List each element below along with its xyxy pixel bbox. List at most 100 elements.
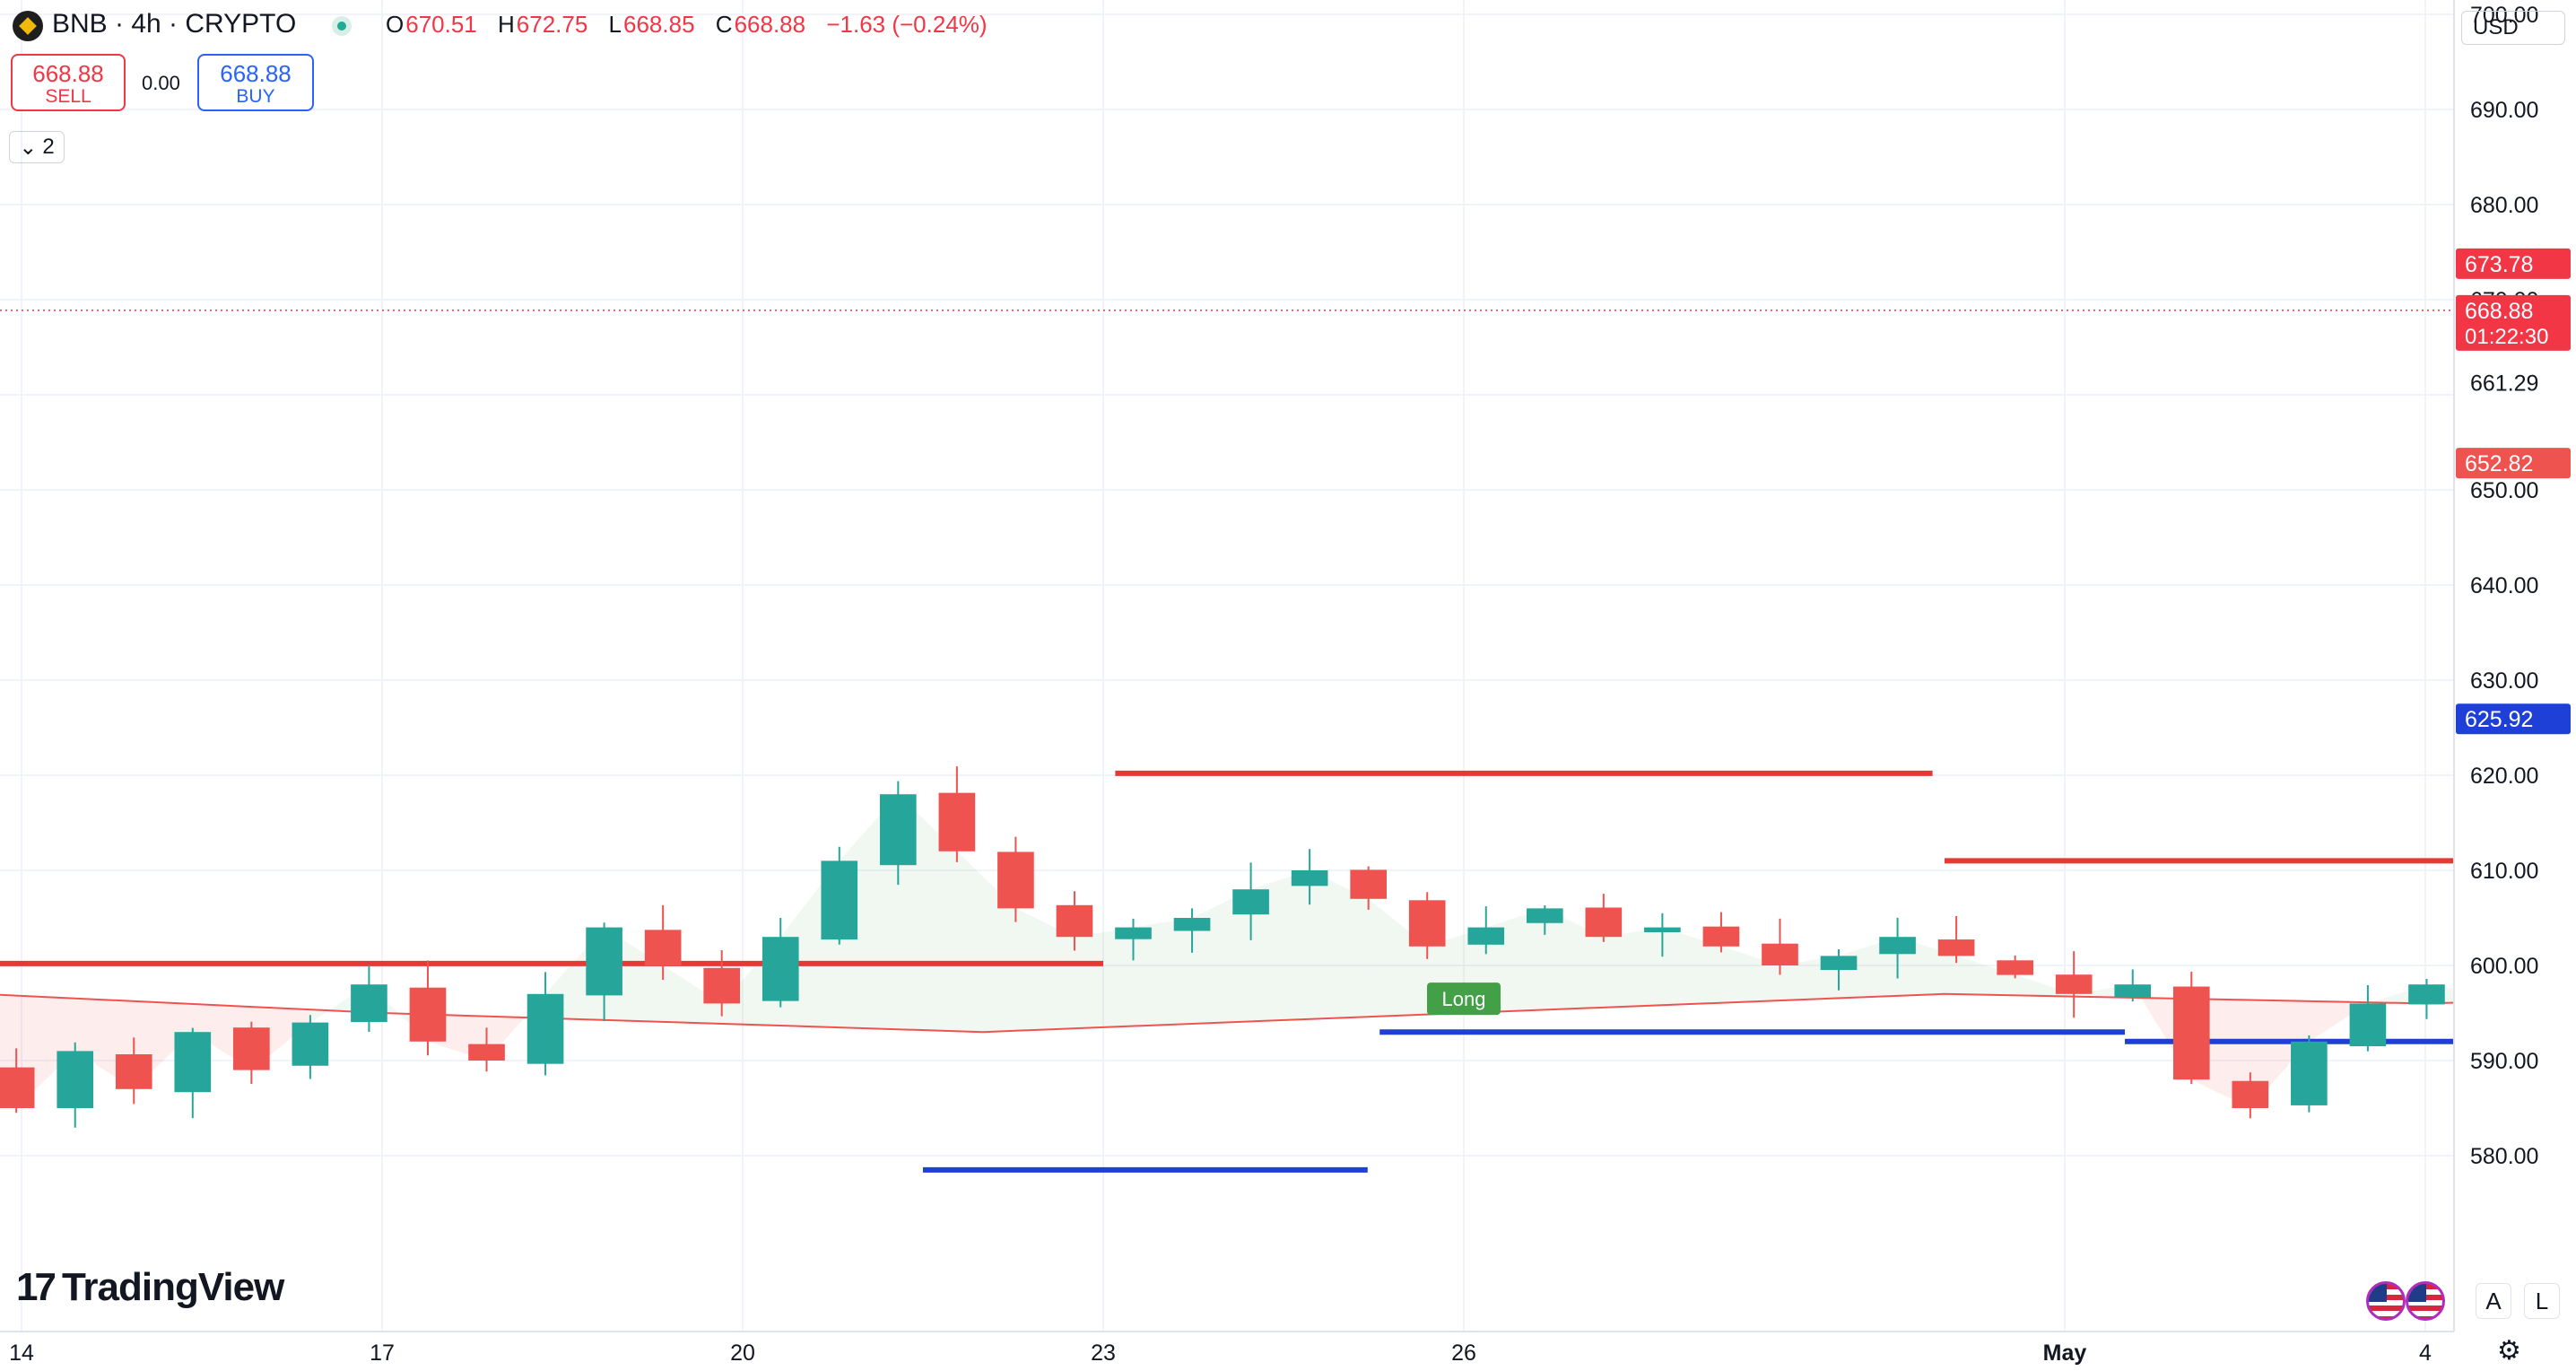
ohlc-high-key: H	[498, 11, 515, 38]
ma200-line	[0, 992, 2576, 1034]
candle-body	[1997, 960, 2033, 975]
buy-label: BUY	[236, 86, 275, 107]
candle-body	[2408, 984, 2445, 1005]
price-tick-label: 650.00	[2470, 478, 2538, 503]
candlestick-series	[0, 766, 2563, 1128]
candle-body	[292, 1022, 329, 1066]
candle-body	[2172, 986, 2210, 1080]
candle-body	[880, 794, 917, 866]
tradingview-logo-text: TradingView	[61, 1265, 284, 1309]
price-label-box	[2456, 294, 2571, 351]
symbol-title[interactable]: BNB · 4h · CRYPTO	[52, 9, 297, 39]
time-axis-bg	[0, 1332, 2454, 1371]
time-tick-label: 26	[1451, 1340, 1476, 1366]
log-scale-button[interactable]: L	[2524, 1283, 2560, 1319]
candle-body	[1820, 956, 1858, 971]
spread-value: 0.00	[142, 72, 180, 94]
candle-body	[468, 1044, 505, 1061]
price-tick-label: 700.00	[2470, 3, 2538, 28]
candle-body	[1937, 939, 1975, 956]
badge-label: Long	[1442, 988, 1486, 1010]
candle-body	[703, 967, 741, 1004]
candle-body	[997, 851, 1034, 909]
sell-price: 668.88	[32, 60, 104, 87]
candle-body	[115, 1054, 152, 1089]
support-resistance-levels	[0, 770, 2576, 1173]
candle-body	[586, 927, 622, 996]
indicators-count: 2	[42, 135, 55, 159]
time-tick-label: 17	[370, 1340, 395, 1366]
ma-cloud-segment	[1956, 956, 2015, 996]
tradingview-logo[interactable]: 17 TradingView	[16, 1265, 284, 1310]
candle-body	[938, 792, 976, 851]
ma-cloud-segment	[1074, 927, 1134, 1029]
candle-body	[1467, 927, 1505, 945]
market-open-icon	[332, 16, 352, 36]
price-label-text: 668.88	[2465, 299, 2533, 324]
candle-body	[1350, 869, 1387, 899]
candle-body	[1879, 937, 1916, 955]
ma200-line-path	[0, 992, 2576, 1034]
auto-scale-button[interactable]: A	[2476, 1283, 2511, 1319]
price-label-text: 625.92	[2465, 707, 2533, 732]
time-tick-label: 4	[2419, 1340, 2432, 1366]
price-tick-label: 610.00	[2470, 859, 2538, 884]
ma-cloud-segment	[1310, 870, 1369, 1019]
gear-icon[interactable]: ⚙	[2497, 1336, 2521, 1366]
time-axis[interactable]: 1417202326May4710131619222528Jun471013	[0, 1331, 2576, 1371]
price-tick-label: 690.00	[2470, 98, 2538, 123]
sell-label: SELL	[45, 86, 91, 107]
candle-body	[1291, 870, 1328, 886]
time-tick-label: May	[2043, 1340, 2087, 1366]
ohlc-open-value: 670.51	[405, 11, 477, 38]
candle-body	[1762, 943, 1798, 965]
price-label-tag: 673.78	[2456, 248, 2571, 279]
ma-cloud-segment	[1720, 946, 1780, 1003]
candle-body	[174, 1032, 212, 1093]
ma-cloud-segment	[1015, 908, 1075, 1031]
price-label-box	[2456, 703, 2571, 735]
price-label-text: 673.78	[2465, 252, 2533, 277]
currency-select[interactable]: USD	[2461, 11, 2565, 45]
ma-cloud-segment	[1368, 898, 1428, 1017]
candle-body	[1232, 889, 1269, 915]
candle-body	[761, 937, 799, 1001]
price-label-tag: 652.82	[2456, 448, 2571, 479]
price-tick-label: 580.00	[2470, 1144, 2538, 1169]
ohlc-low-key: L	[608, 11, 622, 38]
bnb-logo-icon	[13, 11, 43, 41]
candle-body	[57, 1051, 94, 1109]
price-axis[interactable]: 700.00690.00680.00670.00668.07661.29650.…	[2453, 0, 2576, 1371]
time-tick-label: 14	[9, 1340, 34, 1366]
sell-button[interactable]: 668.88 SELL	[11, 54, 126, 111]
buy-price: 668.88	[220, 60, 292, 87]
candle-body	[351, 984, 387, 1023]
price-label-box	[2456, 448, 2571, 479]
ma-cloud-segment	[1133, 918, 1193, 1026]
ohlc-low-value: 668.85	[623, 11, 695, 38]
buy-button[interactable]: 668.88 BUY	[197, 54, 314, 111]
indicators-toggle[interactable]: ⌄ 2	[9, 131, 65, 163]
us-flag-icon[interactable]	[2366, 1281, 2406, 1321]
signal-badges: LongLongBear WickLongLongLong	[1427, 982, 1501, 1016]
candle-body	[2114, 984, 2152, 998]
time-tick-label: 23	[1091, 1340, 1116, 1366]
price-label-text: 652.82	[2465, 451, 2533, 476]
ma-cloud-segment	[1662, 927, 1721, 1006]
ohlc-high-value: 672.75	[516, 11, 588, 38]
price-tick-label: 640.00	[2470, 573, 2538, 598]
ohlc-open-key: O	[386, 11, 405, 38]
ma-cloud-segment	[1603, 927, 1663, 1008]
candle-body	[233, 1027, 270, 1070]
badge-box	[1427, 982, 1501, 1016]
ohlc-legend: O670.51 H672.75 L668.85 C668.88 −1.63 (−…	[386, 11, 1002, 39]
ma-cloud-segment	[663, 965, 722, 1024]
candle-body	[1115, 927, 1152, 939]
candle-body	[1408, 900, 1446, 947]
candle-body	[2232, 1080, 2269, 1108]
us-flag-icon[interactable]	[2406, 1281, 2445, 1321]
price-change: −1.63 (−0.24%)	[826, 11, 988, 38]
chart-grid	[0, 0, 2454, 1332]
